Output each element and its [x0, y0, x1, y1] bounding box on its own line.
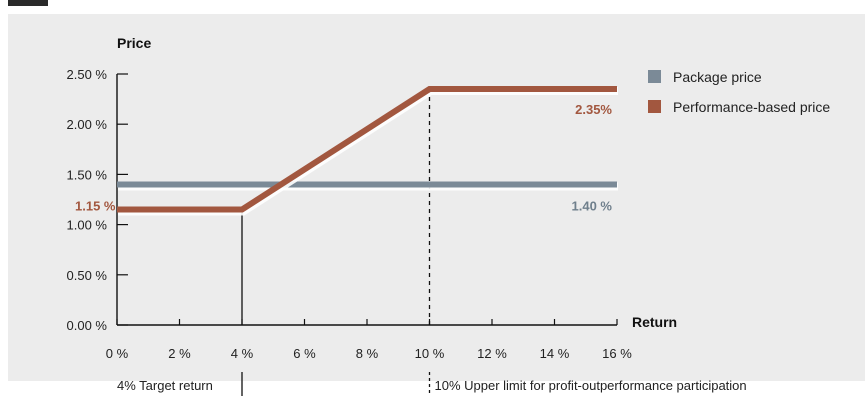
x-tick-label: 14 % — [540, 346, 570, 361]
legend-label: Package price — [673, 69, 762, 85]
axes: Price Return 0.00 % 0.50 % 1.00 % 1.50 % 2.0… — [67, 35, 678, 361]
x-tick-label: 2 % — [168, 346, 191, 361]
y-tick-label: 1.00 % — [67, 218, 108, 233]
y-tick-label: 0.50 % — [67, 268, 108, 283]
series-line — [117, 86, 617, 213]
y-axis-title: Price — [117, 35, 151, 51]
performance-end-label: 2.35% — [575, 102, 612, 117]
y-tick-label: 2.50 % — [67, 67, 108, 82]
legend-swatch — [648, 70, 661, 83]
reference-lines: 4% Target return 10% Upper limit for prof… — [117, 89, 747, 396]
x-tick-label: 6 % — [293, 346, 316, 361]
top-rule — [0, 0, 868, 6]
data-labels: 1.40 % 2.35% 1.15 % — [75, 102, 612, 213]
y-tick-label: 1.50 % — [67, 167, 108, 182]
header-stub — [8, 0, 48, 6]
reference-label: 10% Upper limit for profit-outperformanc… — [435, 378, 747, 393]
x-tick-label: 10 % — [415, 346, 445, 361]
series-shadow — [118, 87, 618, 216]
legend-label: Performance-based price — [673, 99, 830, 115]
x-tick-label: 12 % — [477, 346, 507, 361]
performance-start-label: 1.15 % — [75, 199, 116, 214]
x-tick-label: 0 % — [106, 346, 129, 361]
x-tick-label: 16 % — [602, 346, 632, 361]
y-tick-label: 2.00 % — [67, 117, 108, 132]
legend: Package price Performance-based price — [648, 69, 830, 115]
package-price-label: 1.40 % — [572, 198, 613, 213]
chart-panel — [8, 14, 865, 381]
y-tick-label: 0.00 % — [67, 318, 108, 333]
x-tick-label: 8 % — [356, 346, 379, 361]
x-axis-title: Return — [632, 314, 677, 330]
reference-label: 4% Target return — [117, 378, 213, 393]
x-tick-label: 4 % — [231, 346, 254, 361]
legend-swatch — [648, 100, 661, 113]
series — [117, 86, 618, 216]
